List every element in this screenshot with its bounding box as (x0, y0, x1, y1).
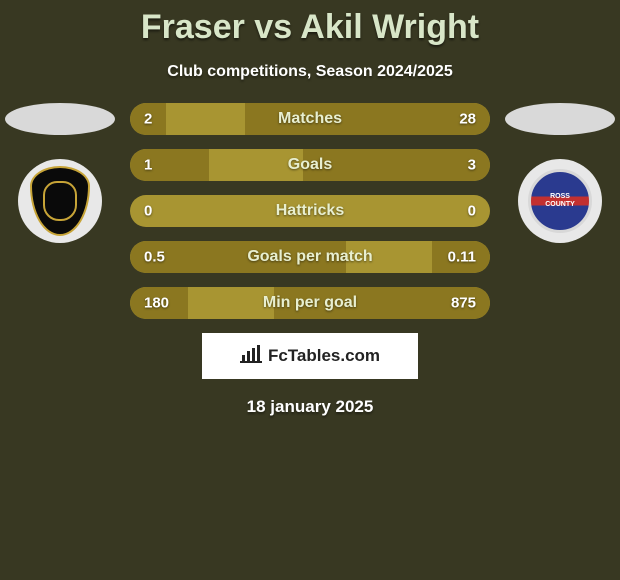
stat-label: Goals per match (247, 248, 372, 266)
page-title: Fraser vs Akil Wright (0, 0, 620, 47)
date-line: 18 january 2025 (0, 397, 620, 417)
stat-value-left: 180 (144, 295, 169, 312)
stat-row: 0 0 Hattricks (130, 195, 490, 227)
stat-row: 2 28 Matches (130, 103, 490, 135)
stat-value-right: 875 (451, 295, 476, 312)
chart-icon (240, 345, 262, 368)
player-left-nameplate (5, 103, 115, 135)
stat-row: 1 3 Goals (130, 149, 490, 181)
stat-label: Hattricks (276, 202, 344, 220)
comparison-panel: ROSSCOUNTY 228Matches13Goals00Hattricks0… (0, 103, 620, 319)
stat-label: Matches (278, 110, 342, 128)
player-right-nameplate (505, 103, 615, 135)
brand-text: FcTables.com (268, 346, 380, 366)
stat-value-right: 0.11 (448, 249, 476, 266)
stat-label: Goals (288, 156, 332, 174)
stat-label: Min per goal (263, 294, 357, 312)
brand-box: FcTables.com (202, 333, 418, 379)
stat-value-left: 2 (144, 111, 152, 128)
club-badge-left (18, 159, 102, 243)
stat-value-right: 3 (468, 157, 476, 174)
club-badge-right: ROSSCOUNTY (518, 159, 602, 243)
page-subtitle: Club competitions, Season 2024/2025 (0, 63, 620, 81)
stat-value-right: 28 (459, 111, 476, 128)
stat-value-left: 0.5 (144, 249, 165, 266)
stat-value-right: 0 (468, 203, 476, 220)
stat-fill-left (130, 149, 209, 181)
stat-row: 0.5 0.11 Goals per match (130, 241, 490, 273)
round-crest-icon: ROSSCOUNTY (528, 169, 592, 233)
stat-value-left: 0 (144, 203, 152, 220)
stat-row: 180 875 Min per goal (130, 287, 490, 319)
shield-crest-icon (30, 166, 90, 236)
stat-bars: 2 28 Matches 1 3 Goals 0 0 Hattricks 0.5 0.11 Goals… (130, 103, 490, 319)
stat-value-left: 1 (144, 157, 152, 174)
